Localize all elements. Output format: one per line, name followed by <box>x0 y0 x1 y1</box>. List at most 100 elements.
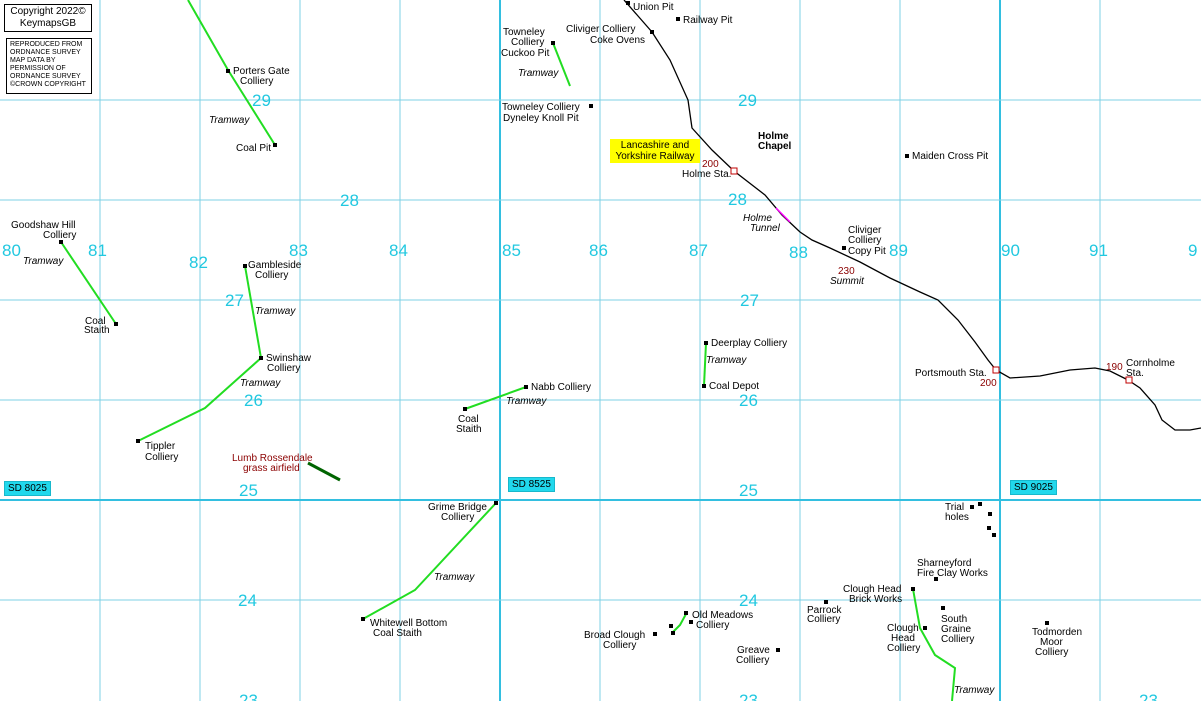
holme-tunnel-mark <box>775 207 791 223</box>
place-label: Coal Staith <box>373 628 422 639</box>
place-label: Trial <box>945 502 964 513</box>
place-label: Sharneyford <box>917 558 971 569</box>
grid-number: 28 <box>340 191 359 210</box>
railway-line <box>623 0 1201 431</box>
grid-number: 85 <box>502 241 521 260</box>
place-label: Railway Pit <box>683 15 733 26</box>
grid-number: 27 <box>225 291 244 310</box>
railway-name-line: Yorkshire Railway <box>615 151 695 162</box>
summit-label: Summit <box>830 276 865 287</box>
place-label: Staith <box>456 424 482 435</box>
place-label: Colliery <box>240 76 273 87</box>
grid-number: 9 <box>1188 241 1197 260</box>
grid-numbers: 29 29 28 28 80 81 82 83 84 85 86 87 88 8… <box>2 91 1197 701</box>
place-label: Parrock <box>807 605 842 616</box>
site-dots <box>59 1 1049 652</box>
tramway-label: Tramway <box>506 396 547 407</box>
place-label: Colliery <box>603 640 636 651</box>
place-label: Colliery <box>807 614 840 625</box>
place-label: Gambleside <box>248 260 302 271</box>
railway-name-box: Lancashire and Yorkshire Railway <box>610 139 700 163</box>
tramway-label: Tramway <box>434 572 475 583</box>
grid-number: 86 <box>589 241 608 260</box>
place-label: Holme <box>758 131 789 142</box>
place-label: Todmorden <box>1032 627 1082 638</box>
grid-ref-label: SD 8525 <box>508 477 555 492</box>
grid-number: 25 <box>239 481 258 500</box>
place-label: Fire Clay Works <box>917 568 988 579</box>
place-label: Colliery <box>848 235 881 246</box>
grid-number: 90 <box>1001 241 1020 260</box>
tramway-label: Tramway <box>954 685 995 696</box>
grid-number: 26 <box>739 391 758 410</box>
grid-number: 87 <box>689 241 708 260</box>
airfield-label-line: grass airfield <box>243 463 300 474</box>
grid-number: 81 <box>88 241 107 260</box>
tramway-label: Tramway <box>23 256 64 267</box>
height-label: 190 <box>1106 362 1123 373</box>
place-label: Tippler <box>145 441 176 452</box>
grid-number: 25 <box>739 481 758 500</box>
place-label: Broad Clough <box>584 630 645 641</box>
grid-number: 23 <box>239 691 258 701</box>
place-label: Coal Pit <box>236 143 271 154</box>
grid-ref-label: SD 8025 <box>4 481 51 496</box>
grid-ref-label: SD 9025 <box>1010 480 1057 495</box>
height-labels: 200 230 200 190 <box>702 159 1123 389</box>
notice-line: ORDNANCE SURVEY <box>10 73 81 80</box>
tramway-lines <box>60 0 957 701</box>
grid-number: 23 <box>739 691 758 701</box>
place-label: Colliery <box>267 363 300 374</box>
grid-number: 83 <box>289 241 308 260</box>
place-label: Deerplay Colliery <box>711 338 787 349</box>
place-label: Swinshaw <box>266 353 312 364</box>
place-label: Colliery <box>255 270 288 281</box>
place-label: Grime Bridge <box>428 502 487 513</box>
place-label: Coal <box>458 414 479 425</box>
copyright-line: KeymapsGB <box>19 18 77 29</box>
place-label: Colliery <box>441 512 474 523</box>
tramway-label: Tramway <box>706 355 747 366</box>
height-label: 200 <box>702 159 719 170</box>
holme-station-icon <box>730 167 738 175</box>
place-label: Colliery <box>887 643 920 654</box>
place-label: Clough <box>887 623 919 634</box>
notice-line: REPRODUCED FROM <box>10 41 83 48</box>
grid-number: 28 <box>728 190 747 209</box>
place-label: Union Pit <box>633 2 674 13</box>
place-label: Cornholme <box>1126 358 1175 369</box>
feature-labels: Holme Tunnel Summit <box>743 213 865 287</box>
place-label: Goodshaw Hill <box>11 220 75 231</box>
place-label: Colliery <box>511 37 544 48</box>
grid-number: 26 <box>244 391 263 410</box>
place-label: Nabb Colliery <box>531 382 591 393</box>
place-label: holes <box>945 512 969 523</box>
grid-number: 27 <box>740 291 759 310</box>
grid-number: 29 <box>738 91 757 110</box>
place-label: Staith <box>84 325 110 336</box>
copyright-line: Copyright 2022© <box>10 6 86 17</box>
grid-number: 29 <box>252 91 271 110</box>
holme-tunnel-label: Holme <box>743 213 772 224</box>
place-label: Porters Gate <box>233 66 290 77</box>
notice-line: ©CROWN COPYRIGHT <box>10 81 86 88</box>
notice-line: ORDNANCE SURVEY <box>10 49 81 56</box>
place-label: Cuckoo Pit <box>501 48 550 59</box>
place-label: Clough Head <box>843 584 901 595</box>
tramway-label: Tramway <box>255 306 296 317</box>
place-label: Whitewell Bottom <box>370 618 447 629</box>
place-label: Head <box>891 633 915 644</box>
place-label: Coal <box>85 316 106 327</box>
place-label: Maiden Cross Pit <box>912 151 988 162</box>
place-label: Dyneley Knoll Pit <box>503 113 579 124</box>
holme-tunnel-label: Tunnel <box>750 223 781 234</box>
place-label: Colliery <box>736 655 769 666</box>
portsmouth-station-icon <box>992 366 1000 374</box>
place-label: Holme Sta. <box>682 169 731 180</box>
place-label: Greave <box>737 645 770 656</box>
place-label: Copy Pit <box>848 246 886 257</box>
grid-number: 24 <box>238 591 257 610</box>
